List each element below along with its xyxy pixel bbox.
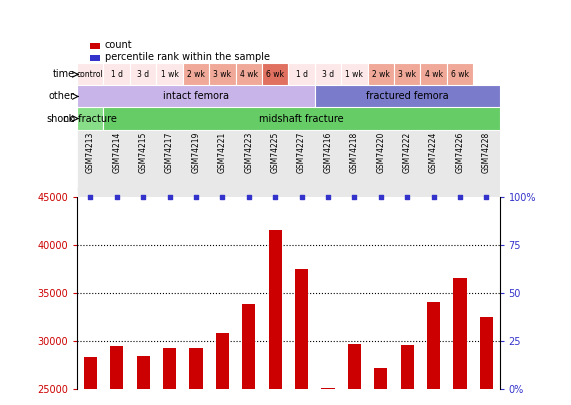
- Text: 2 wk: 2 wk: [187, 70, 205, 79]
- Bar: [183, 63, 209, 85]
- Point: [271, 194, 280, 200]
- Text: count: count: [104, 40, 132, 50]
- Text: GDS2020 / 1370242_at: GDS2020 / 1370242_at: [77, 183, 223, 196]
- Bar: [216, 333, 229, 389]
- Bar: [209, 63, 235, 85]
- Bar: [268, 230, 282, 389]
- Bar: [110, 345, 123, 389]
- Text: midshaft fracture: midshaft fracture: [259, 113, 344, 124]
- Text: GSM74227: GSM74227: [297, 132, 306, 173]
- Bar: [315, 63, 341, 85]
- Text: GSM74219: GSM74219: [191, 132, 200, 173]
- Point: [191, 194, 200, 200]
- Point: [218, 194, 227, 200]
- Text: 2 wk: 2 wk: [372, 70, 390, 79]
- Text: 4 wk: 4 wk: [240, 70, 258, 79]
- Text: control: control: [77, 70, 104, 79]
- Bar: [90, 55, 100, 61]
- Bar: [420, 63, 447, 85]
- Bar: [288, 63, 315, 85]
- Text: 3 wk: 3 wk: [398, 70, 416, 79]
- Bar: [315, 85, 500, 107]
- Text: no fracture: no fracture: [63, 113, 117, 124]
- Text: GSM74222: GSM74222: [403, 132, 412, 173]
- Bar: [163, 347, 176, 389]
- Bar: [90, 43, 100, 49]
- Bar: [156, 63, 183, 85]
- Point: [323, 194, 332, 200]
- Text: GSM74225: GSM74225: [271, 132, 280, 173]
- Bar: [77, 85, 315, 107]
- Bar: [242, 304, 255, 389]
- Bar: [190, 348, 203, 389]
- Point: [429, 194, 438, 200]
- Text: 3 d: 3 d: [322, 70, 334, 79]
- Text: 3 d: 3 d: [137, 70, 149, 79]
- Text: GSM74216: GSM74216: [323, 132, 332, 173]
- Point: [244, 194, 254, 200]
- Point: [482, 194, 491, 200]
- Text: percentile rank within the sample: percentile rank within the sample: [104, 52, 270, 62]
- Point: [86, 194, 95, 200]
- Bar: [235, 63, 262, 85]
- Text: 1 wk: 1 wk: [345, 70, 363, 79]
- Bar: [136, 356, 150, 389]
- Bar: [447, 63, 473, 85]
- Bar: [262, 63, 288, 85]
- Bar: [374, 368, 387, 389]
- Bar: [427, 303, 440, 389]
- Point: [297, 194, 306, 200]
- Text: 3 wk: 3 wk: [214, 70, 231, 79]
- Text: time: time: [53, 69, 75, 79]
- Text: GSM74228: GSM74228: [482, 132, 491, 173]
- Bar: [341, 63, 368, 85]
- Text: intact femora: intact femora: [163, 92, 229, 102]
- Text: GSM74214: GSM74214: [112, 132, 121, 173]
- Text: GSM74226: GSM74226: [456, 132, 465, 173]
- Point: [376, 194, 385, 200]
- Text: fractured femora: fractured femora: [366, 92, 448, 102]
- Text: 6 wk: 6 wk: [451, 70, 469, 79]
- Bar: [394, 63, 420, 85]
- Bar: [130, 63, 156, 85]
- Point: [350, 194, 359, 200]
- Text: GSM74218: GSM74218: [350, 132, 359, 173]
- Text: shock: shock: [47, 113, 75, 124]
- Text: GSM74223: GSM74223: [244, 132, 254, 173]
- Point: [112, 194, 121, 200]
- Bar: [103, 63, 130, 85]
- Text: GSM74221: GSM74221: [218, 132, 227, 173]
- Point: [456, 194, 465, 200]
- Bar: [368, 63, 394, 85]
- Text: other: other: [49, 92, 75, 102]
- Bar: [401, 345, 414, 389]
- Bar: [77, 63, 103, 85]
- Bar: [348, 344, 361, 389]
- Point: [403, 194, 412, 200]
- Text: 1 d: 1 d: [296, 70, 308, 79]
- Bar: [321, 388, 335, 389]
- Text: GSM74220: GSM74220: [376, 132, 385, 173]
- Text: GSM74213: GSM74213: [86, 132, 95, 173]
- Bar: [453, 278, 467, 389]
- Text: 6 wk: 6 wk: [266, 70, 284, 79]
- Point: [165, 194, 174, 200]
- Text: 1 d: 1 d: [111, 70, 123, 79]
- Bar: [295, 269, 308, 389]
- Text: GSM74224: GSM74224: [429, 132, 438, 173]
- Text: 4 wk: 4 wk: [425, 70, 443, 79]
- Text: GSM74215: GSM74215: [139, 132, 148, 173]
- Text: GSM74217: GSM74217: [165, 132, 174, 173]
- Point: [139, 194, 148, 200]
- Text: 1 wk: 1 wk: [160, 70, 179, 79]
- Bar: [84, 357, 97, 389]
- Bar: [480, 317, 493, 389]
- Bar: [77, 107, 103, 130]
